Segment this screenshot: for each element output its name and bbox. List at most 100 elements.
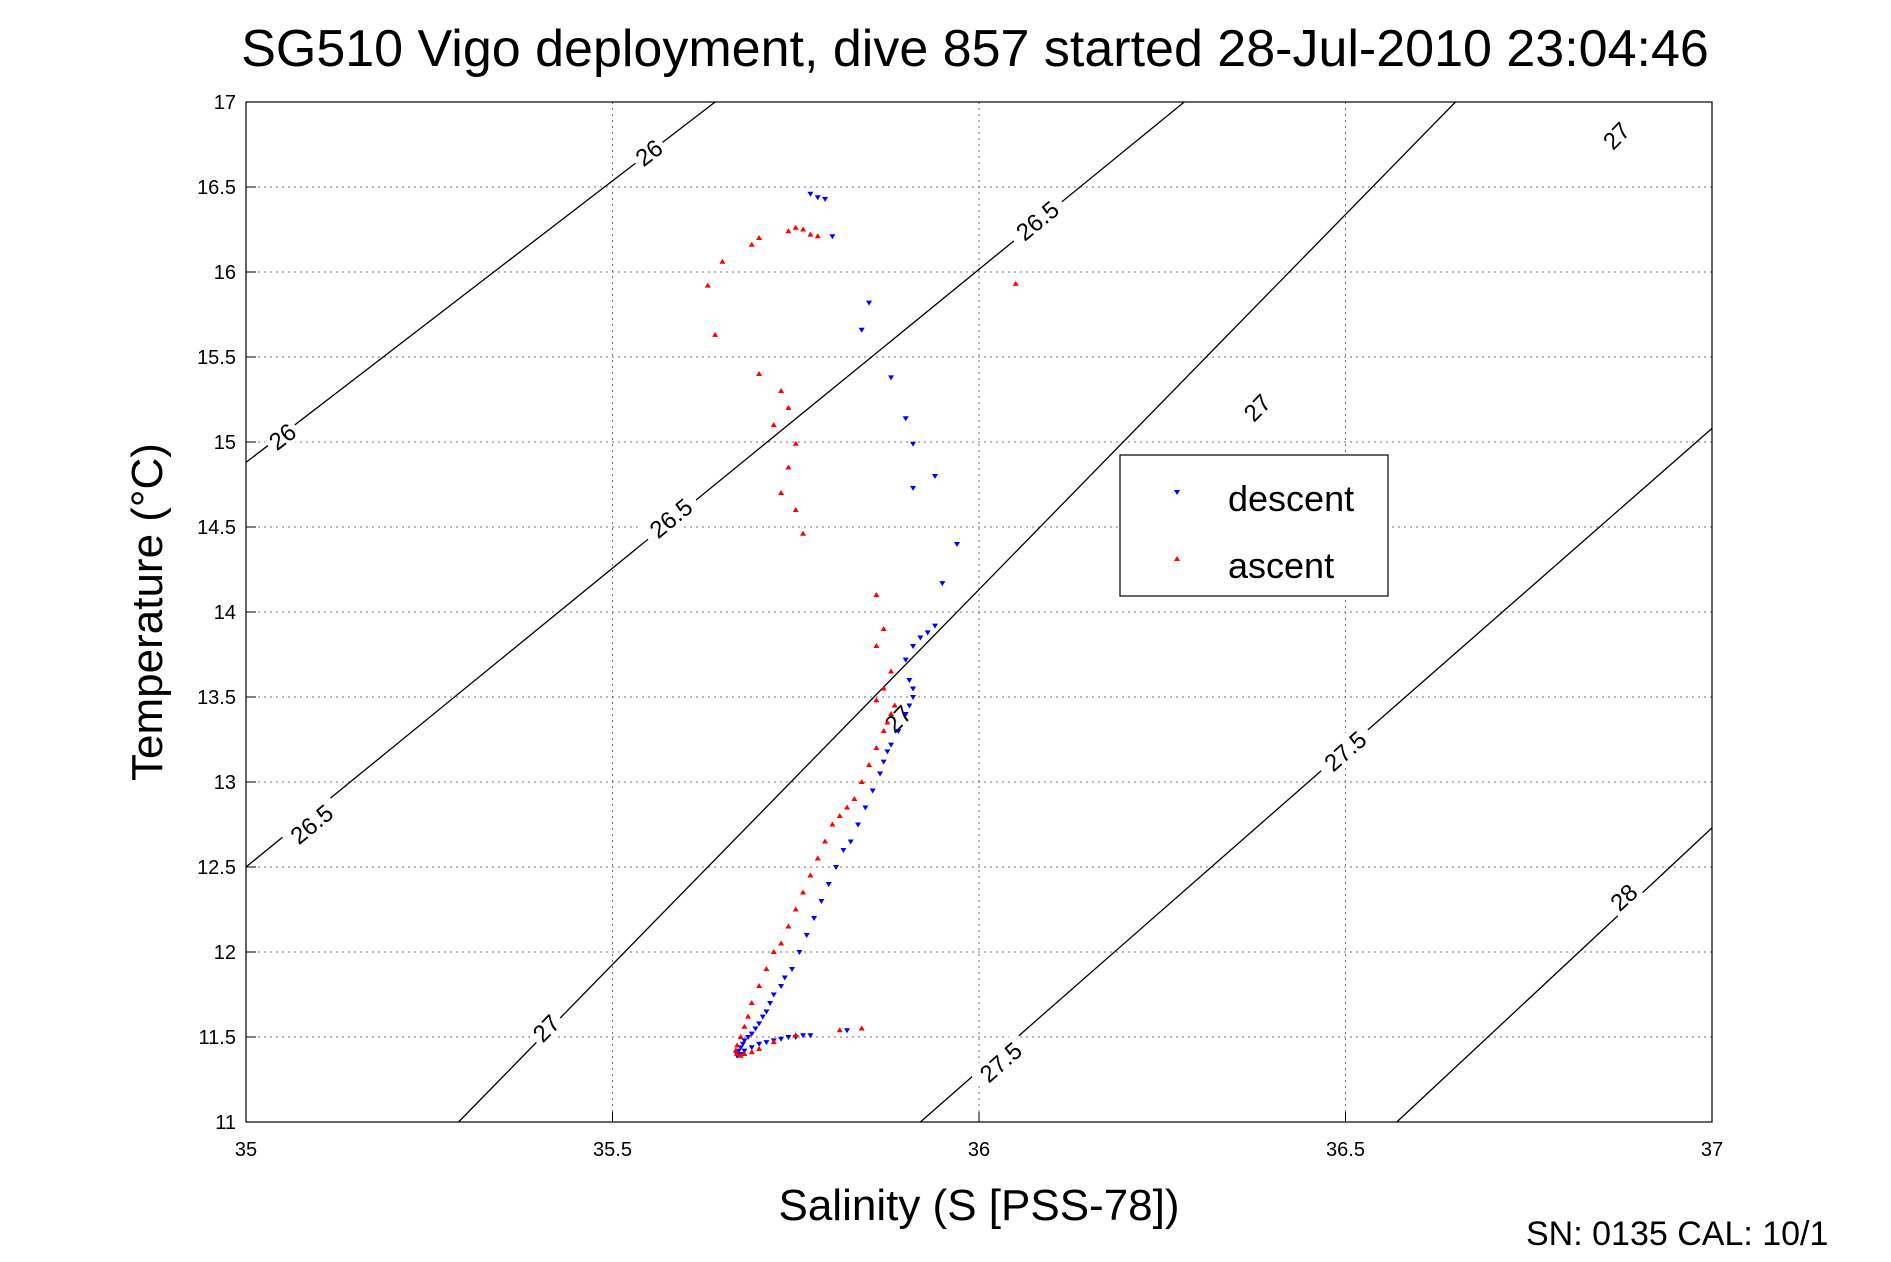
descent-point	[858, 327, 865, 333]
ascent-point	[880, 728, 887, 733]
descent-point	[748, 1045, 755, 1051]
descent-point	[888, 375, 895, 381]
y-tick-label: 15.5	[197, 347, 236, 369]
ascent-point	[785, 923, 792, 929]
descent-point	[814, 195, 821, 201]
descent-point	[796, 950, 803, 955]
ascent-point	[888, 711, 895, 716]
descent-point	[759, 1014, 766, 1020]
ascent-point	[748, 241, 755, 247]
descent-point	[756, 1021, 763, 1027]
legend-marker-ascent	[1174, 556, 1180, 561]
x-tick-label: 36	[968, 1139, 990, 1161]
ascent-point	[785, 464, 792, 470]
ascent-point	[836, 813, 843, 818]
descent-point	[910, 485, 917, 491]
ascent-point	[1012, 280, 1019, 286]
ascent-point	[792, 507, 799, 512]
ascent-point	[807, 872, 814, 878]
descent-point	[767, 1001, 774, 1006]
ascent-point	[836, 1027, 843, 1033]
descent-point	[763, 1040, 770, 1046]
ascent-point	[719, 258, 726, 264]
descent-point	[880, 759, 887, 765]
ascent-point	[873, 592, 880, 597]
ascent-point	[800, 530, 807, 536]
ascent-point	[734, 1051, 741, 1056]
descent-point	[807, 191, 814, 197]
ascent-point	[741, 1051, 748, 1056]
y-tick-label: 13.5	[197, 687, 236, 709]
legend-box	[1119, 454, 1389, 597]
x-tick-labels: 35 35.5 36 36.5 37	[235, 1112, 1723, 1161]
descent-point	[818, 899, 825, 904]
descent-point	[884, 749, 891, 755]
descent-point	[789, 967, 796, 972]
ascent-point	[756, 371, 763, 376]
y-axis-label: Temperature (°C)	[123, 443, 172, 781]
descent-point	[778, 984, 785, 989]
descent-point	[840, 848, 847, 853]
ascent-point	[737, 1052, 744, 1058]
descent-point	[888, 742, 895, 748]
ascent-point	[888, 668, 895, 674]
descent-point	[939, 581, 946, 587]
ascent-point	[778, 388, 785, 393]
descent-point	[833, 865, 840, 870]
y-tick-label: 11	[215, 1112, 236, 1134]
x-tick-label: 35	[235, 1139, 257, 1161]
ascent-point	[756, 1045, 763, 1051]
ascent-point	[814, 233, 821, 239]
descent-point	[763, 1009, 770, 1015]
descent-point	[932, 623, 939, 629]
ascent-point	[770, 422, 777, 427]
ascent-point	[873, 745, 880, 750]
descent-point	[739, 1041, 746, 1047]
ascent-point	[756, 983, 763, 988]
descent-point	[800, 1033, 807, 1039]
y-tick-label: 11.5	[199, 1027, 236, 1049]
legend-marker-descent	[1174, 490, 1180, 495]
series-ascent	[704, 224, 1019, 1058]
ascent-point	[741, 1023, 748, 1029]
ascent-point	[829, 821, 836, 827]
ascent-point	[712, 331, 719, 337]
descent-point	[735, 1048, 742, 1054]
descent-point	[781, 975, 788, 981]
descent-point	[910, 686, 917, 692]
density-contour-27	[458, 102, 1456, 1122]
y-tick-label: 12	[214, 942, 236, 964]
descent-point	[954, 542, 961, 547]
descent-point	[844, 1028, 851, 1034]
ascent-point	[844, 804, 851, 810]
descent-point	[917, 635, 924, 641]
descent-point	[855, 822, 862, 828]
ascent-point	[822, 838, 829, 844]
ascent-point	[756, 235, 763, 240]
descent-point	[910, 644, 917, 649]
descent-point	[770, 992, 777, 998]
y-tick-label: 14	[214, 602, 236, 624]
ascent-point	[770, 949, 777, 954]
ascent-point	[873, 697, 880, 703]
ascent-point	[748, 1049, 755, 1055]
descent-point	[906, 678, 913, 683]
ascent-point	[704, 282, 711, 288]
ascent-point	[785, 228, 792, 234]
x-tick-label: 36.5	[1326, 1139, 1365, 1161]
ascent-point	[858, 1025, 865, 1031]
ascent-point	[792, 906, 799, 912]
descent-point	[811, 916, 818, 921]
y-tick-label: 14.5	[197, 517, 236, 539]
ascent-point	[770, 1039, 777, 1045]
descent-point	[902, 712, 909, 717]
ascent-point	[734, 1042, 741, 1048]
y-tick-label: 13	[214, 772, 236, 794]
ascent-point	[866, 762, 873, 767]
ascent-point	[792, 440, 799, 446]
y-tick-label: 12.5	[197, 857, 236, 879]
ascent-point	[778, 940, 785, 946]
footer-serial-calibration: SN: 0135 CAL: 10/1	[1526, 1215, 1828, 1253]
ascent-point	[807, 231, 814, 237]
descent-point	[752, 1026, 759, 1032]
